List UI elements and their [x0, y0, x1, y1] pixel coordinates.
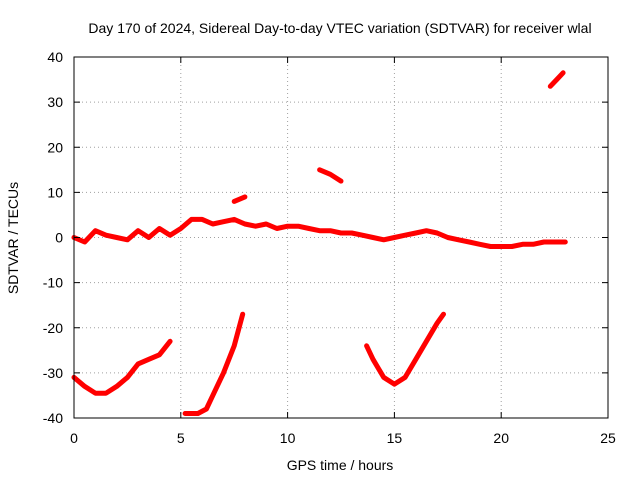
- x-tick-label: 10: [280, 430, 296, 446]
- y-tick-label: -20: [43, 320, 63, 336]
- series-excursion-morning-low: [71, 338, 173, 396]
- y-tick-label: 40: [47, 49, 63, 65]
- x-tick-label: 15: [387, 430, 403, 446]
- y-tick-label: -40: [43, 410, 63, 426]
- x-tick-label: 0: [70, 430, 78, 446]
- y-tick-label: 10: [47, 184, 63, 200]
- series-main-band: [71, 216, 568, 249]
- y-tick-label: 30: [47, 94, 63, 110]
- x-tick-label: 20: [493, 430, 509, 446]
- series-layer: [71, 70, 568, 416]
- chart-title: Day 170 of 2024, Sidereal Day-to-day VTE…: [88, 20, 591, 36]
- series-excursion-afternoon-arc: [317, 167, 344, 184]
- axis-layer: 0 5 10 15 20 25 -40 -30 -20 -10 0 10 20 30 40: [43, 49, 616, 446]
- y-tick-label: 20: [47, 139, 63, 155]
- y-axis-label: SDTVAR / TECUs: [5, 182, 21, 294]
- y-tick-label: -30: [43, 365, 63, 381]
- series-excursion-afternoon-dip: [364, 311, 446, 387]
- series-excursion-dawn-rise: [182, 311, 246, 416]
- x-tick-label: 25: [600, 430, 616, 446]
- y-tick-label: 0: [55, 230, 63, 246]
- series-excursion-late-high: [547, 70, 566, 89]
- series-excursion-evening-spike: [231, 194, 248, 204]
- y-tick-label: -10: [43, 275, 63, 291]
- x-axis-label: GPS time / hours: [287, 457, 394, 473]
- x-tick-label: 5: [177, 430, 185, 446]
- grid-layer: [74, 57, 608, 418]
